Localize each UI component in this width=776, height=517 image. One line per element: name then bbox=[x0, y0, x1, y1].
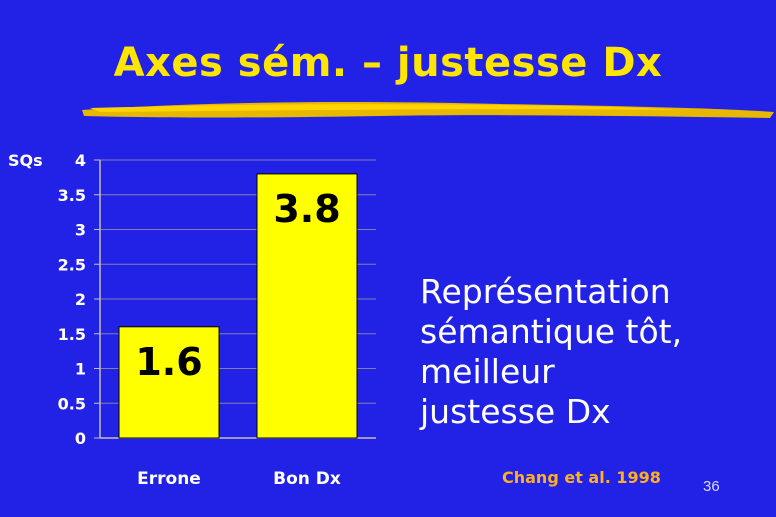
citation: Chang et al. 1998 bbox=[502, 468, 661, 487]
y-tick-label: 3 bbox=[75, 221, 86, 240]
y-axis-title: SQs bbox=[8, 151, 43, 170]
slide-title: Axes sém. – justesse Dx bbox=[113, 40, 663, 86]
y-tick-label: 0 bbox=[75, 429, 86, 448]
bar-chart: 0 0.5 1 1.5 2 2.5 3 3.5 4 SQs 1.6 Errone 3.8 Bon Dx bbox=[8, 151, 376, 489]
y-tick-label: 1 bbox=[75, 360, 86, 379]
y-tick-label: 2 bbox=[75, 290, 86, 309]
body-line: Représentation bbox=[420, 272, 671, 311]
bar bbox=[256, 173, 358, 439]
title-underline-brushstroke bbox=[82, 102, 774, 118]
data-label: 3.8 bbox=[273, 187, 340, 231]
body-line: sémantique tôt, bbox=[420, 312, 683, 351]
data-label: 1.6 bbox=[135, 340, 202, 384]
chart-labels: 0 0.5 1 1.5 2 2.5 3 3.5 4 SQs 1.6 Errone 3.8 Bon Dx bbox=[8, 151, 341, 489]
y-tick-label: 4 bbox=[75, 151, 86, 170]
body-line: justesse Dx bbox=[420, 392, 611, 431]
y-tick-label: 1.5 bbox=[58, 325, 86, 344]
body-text: Représentation sémantique tôt, meilleur … bbox=[420, 272, 760, 432]
y-tick-label: 0.5 bbox=[58, 394, 86, 413]
x-category-label: Errone bbox=[137, 469, 201, 489]
y-tick-label: 3.5 bbox=[58, 186, 86, 205]
x-category-label: Bon Dx bbox=[273, 469, 341, 489]
chart-bars bbox=[118, 173, 358, 439]
body-line: meilleur bbox=[420, 352, 555, 391]
y-tick-label: 2.5 bbox=[58, 255, 86, 274]
bar bbox=[118, 326, 220, 439]
page-number: 36 bbox=[703, 478, 720, 495]
